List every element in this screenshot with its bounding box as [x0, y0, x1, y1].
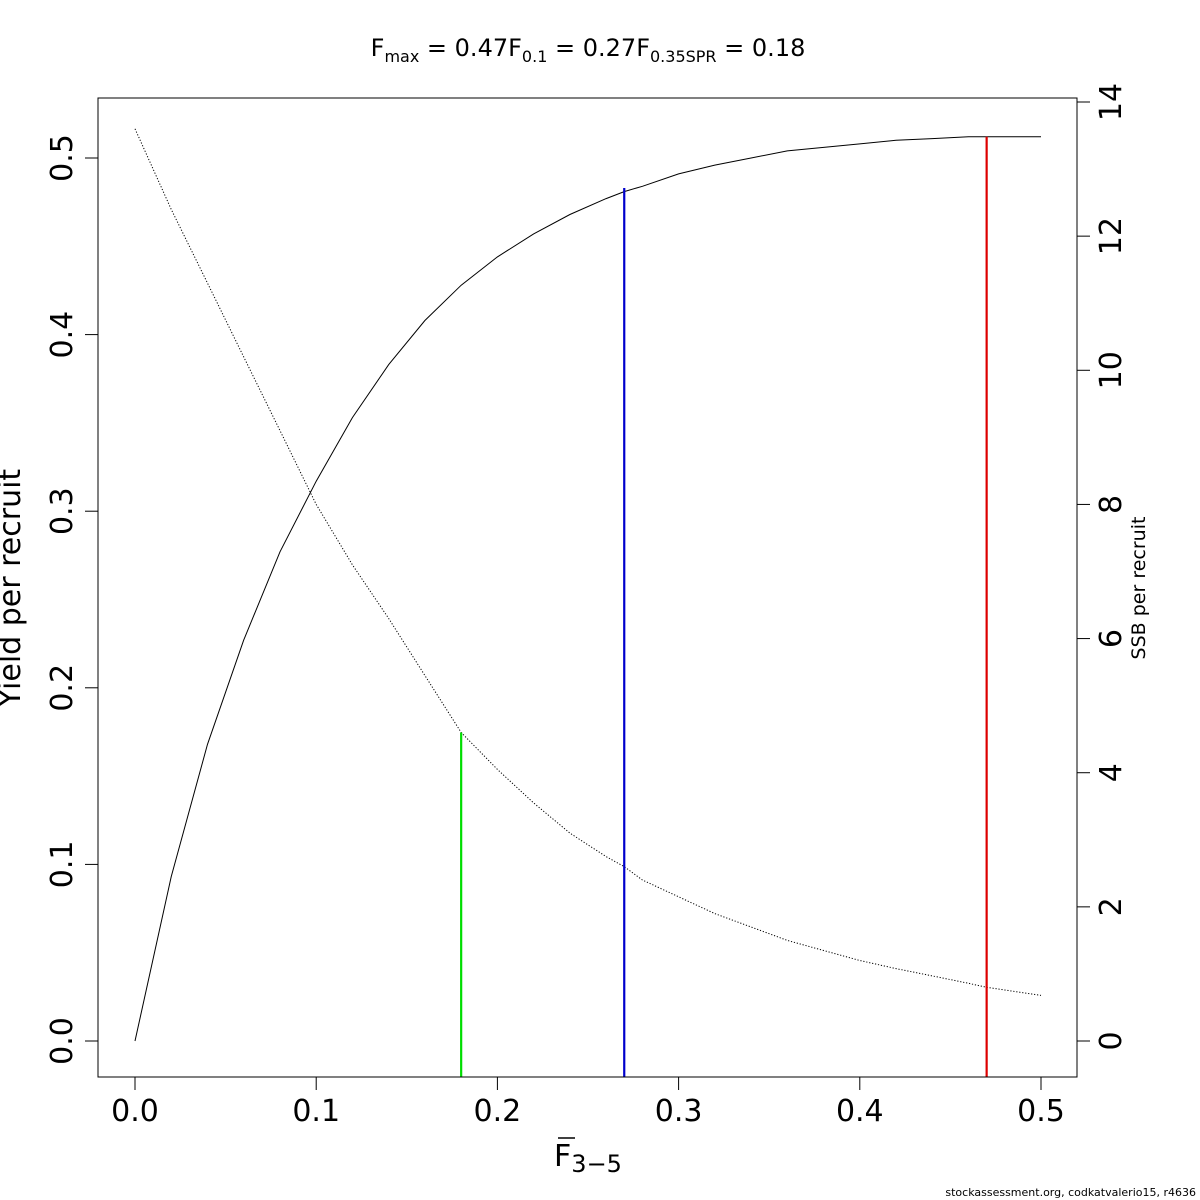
x-axis-title: F3−5 [554, 1137, 622, 1178]
y2-tick-label: 0 [1094, 1031, 1129, 1050]
y-tick-label: 0.2 [45, 664, 80, 712]
x-axis: 0.0 0.1 0.2 0.3 0.4 0.5 [111, 1076, 1065, 1129]
y-tick-label: 0.5 [45, 134, 80, 182]
footer-credit: stockassessment.org, codkatvalerio15, r4… [945, 1186, 1196, 1199]
svg-text:F3−5: F3−5 [554, 1139, 622, 1178]
x-tick-label: 0.0 [111, 1094, 159, 1129]
yield-per-recruit-line [134, 136, 1041, 1042]
y2-tick-label: 10 [1094, 351, 1129, 389]
y2-tick-label: 8 [1094, 495, 1129, 514]
x-tick-label: 0.1 [292, 1094, 340, 1129]
y-tick-label: 0.0 [45, 1017, 80, 1065]
y-tick-label: 0.4 [45, 311, 80, 359]
y2-tick-label: 2 [1094, 897, 1129, 916]
x-tick-label: 0.3 [655, 1094, 703, 1129]
y2-tick-label: 4 [1094, 763, 1129, 782]
ssb-per-recruit-line [134, 128, 1042, 996]
reference-lines [460, 136, 988, 1077]
plot-frame [97, 97, 1078, 1078]
y2-tick-label: 12 [1094, 217, 1129, 255]
y2-tick-label: 6 [1094, 629, 1129, 648]
y2-axis-title: SSB per recruit [1128, 517, 1150, 660]
chart-title: Fmax = 0.47F0.1 = 0.27F0.35SPR = 0.18 [371, 34, 806, 66]
y-tick-label: 0.3 [45, 487, 80, 535]
x-tick-label: 0.5 [1017, 1094, 1065, 1129]
y-axis-title: Yield per recruit [0, 469, 28, 709]
y-tick-label: 0.1 [45, 841, 80, 889]
y-axis-right: 0 2 4 6 8 10 12 14 [1076, 83, 1129, 1051]
y2-tick-label: 14 [1094, 83, 1129, 121]
y-axis-left: 0.0 0.1 0.2 0.3 0.4 0.5 [45, 134, 99, 1065]
x-tick-label: 0.4 [836, 1094, 884, 1129]
series-layer [134, 128, 1042, 1042]
x-tick-label: 0.2 [474, 1094, 522, 1129]
